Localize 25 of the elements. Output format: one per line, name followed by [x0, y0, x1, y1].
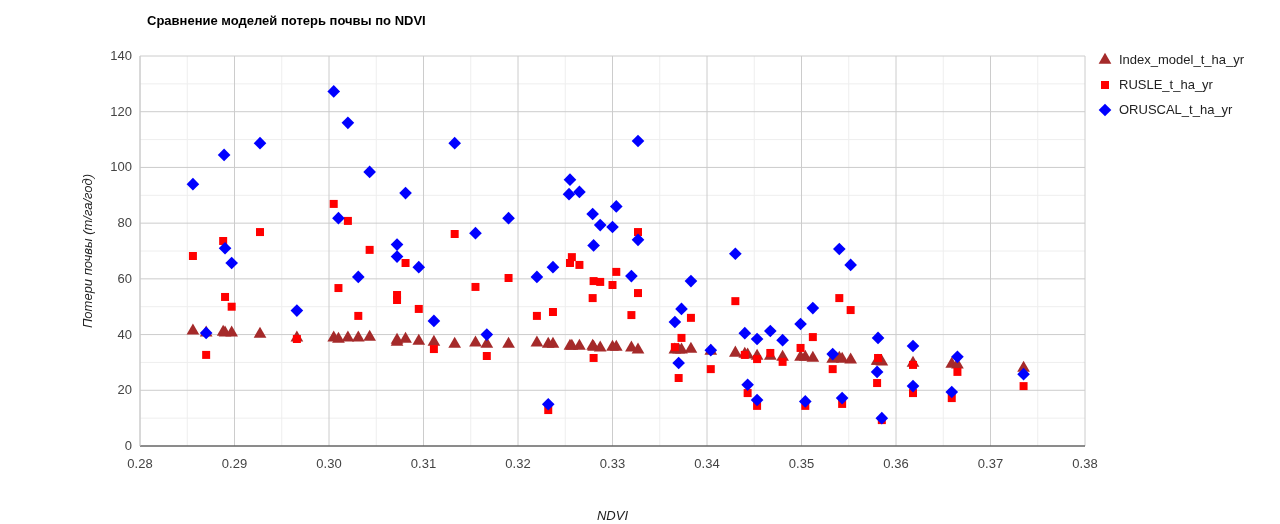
- y-tick-label: 60: [117, 270, 132, 286]
- x-tick-label: 0.30: [316, 456, 342, 471]
- y-tick-label: 80: [117, 215, 132, 231]
- legend-label: Index_model_t_ha_yr: [1119, 52, 1245, 67]
- y-tick-label: 100: [110, 159, 132, 175]
- chart-title: Сравнение моделей потерь почвы по NDVI: [147, 13, 426, 28]
- y-axis-title: Потери почвы (т/га/год): [80, 173, 95, 329]
- x-tick-label: 0.37: [977, 456, 1004, 471]
- x-tick-label: 0.28: [127, 456, 153, 471]
- x-tick-label: 0.38: [1072, 456, 1098, 471]
- x-axis-title: NDVI: [596, 508, 629, 523]
- legend-label: RUSLE_t_ha_yr: [1119, 77, 1214, 92]
- x-tick-label: 0.33: [599, 456, 626, 471]
- y-tick-label: 140: [110, 48, 132, 63]
- y-tick-label: 20: [117, 382, 132, 398]
- y-tick-label: 120: [110, 103, 132, 119]
- x-tick-label: 0.32: [505, 456, 531, 471]
- x-tick-label: 0.34: [694, 456, 720, 471]
- x-tick-label: 0.29: [221, 456, 248, 471]
- x-tick-label: 0.35: [788, 456, 815, 471]
- y-tick-label: 40: [117, 326, 132, 342]
- legend-label: ORUSCAL_t_ha_yr: [1119, 102, 1234, 117]
- x-tick-label: 0.31: [410, 456, 437, 471]
- x-tick-label: 0.36: [883, 456, 909, 471]
- y-tick-label: 0: [124, 438, 132, 453]
